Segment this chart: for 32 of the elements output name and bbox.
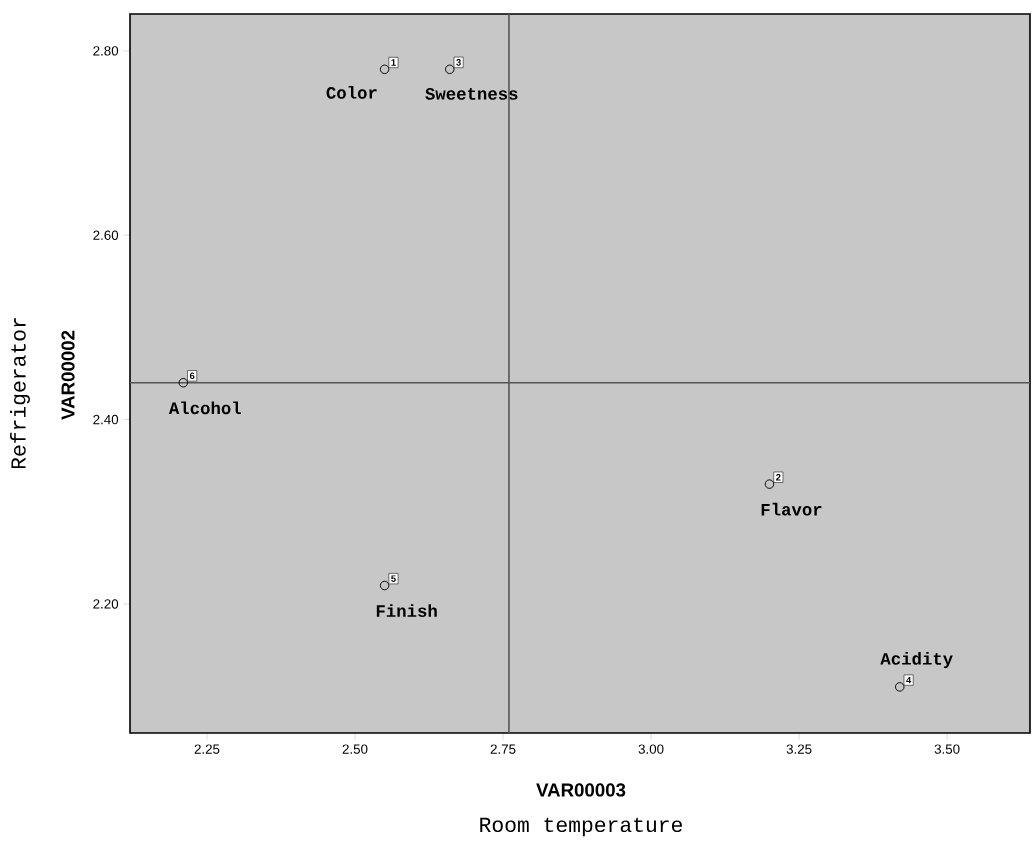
x-tick-label: 2.25: [194, 744, 220, 754]
point: [445, 64, 455, 75]
text: Refrigerator: [10, 318, 30, 469]
point: [379, 580, 390, 591]
point: [895, 682, 905, 692]
x-tick-label: 3.25: [786, 744, 812, 754]
annotation: Color: [326, 86, 377, 99]
point: [764, 479, 775, 489]
annotation: 4: [906, 676, 912, 684]
annotation: Finish: [376, 604, 437, 617]
point: [178, 377, 189, 388]
annotation: 1: [391, 59, 396, 66]
annotation: Acidity: [880, 652, 953, 669]
annotation: 5: [391, 575, 396, 582]
y-tick-label: 2.80: [93, 46, 119, 56]
y-axis-title: VAR00002: [61, 330, 75, 420]
point: [379, 64, 390, 75]
annotation: Alcohol: [168, 401, 241, 415]
annotation: Sweetness: [425, 88, 518, 100]
x-tick-label: 3.00: [638, 744, 664, 754]
y-tick-label: 2.40: [93, 414, 119, 425]
y-tick-label: 2.60: [93, 230, 119, 240]
annotation: 3: [456, 59, 461, 66]
annotation: 6: [189, 372, 195, 380]
text: Room temperature: [480, 817, 682, 837]
annotation: Flavor: [761, 502, 822, 516]
y-tick-label: 2.20: [93, 599, 119, 609]
x-tick-label: 3.50: [934, 744, 960, 754]
x-axis-title: VAR00003: [536, 783, 626, 797]
annotation: 2: [776, 474, 781, 481]
x-tick-label: 2.50: [342, 744, 368, 754]
x-tick-label: 2.75: [490, 744, 516, 754]
